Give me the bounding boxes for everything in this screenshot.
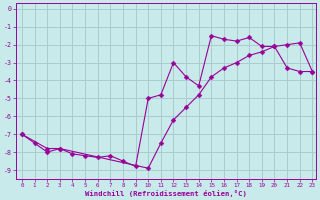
X-axis label: Windchill (Refroidissement éolien,°C): Windchill (Refroidissement éolien,°C)	[85, 190, 247, 197]
